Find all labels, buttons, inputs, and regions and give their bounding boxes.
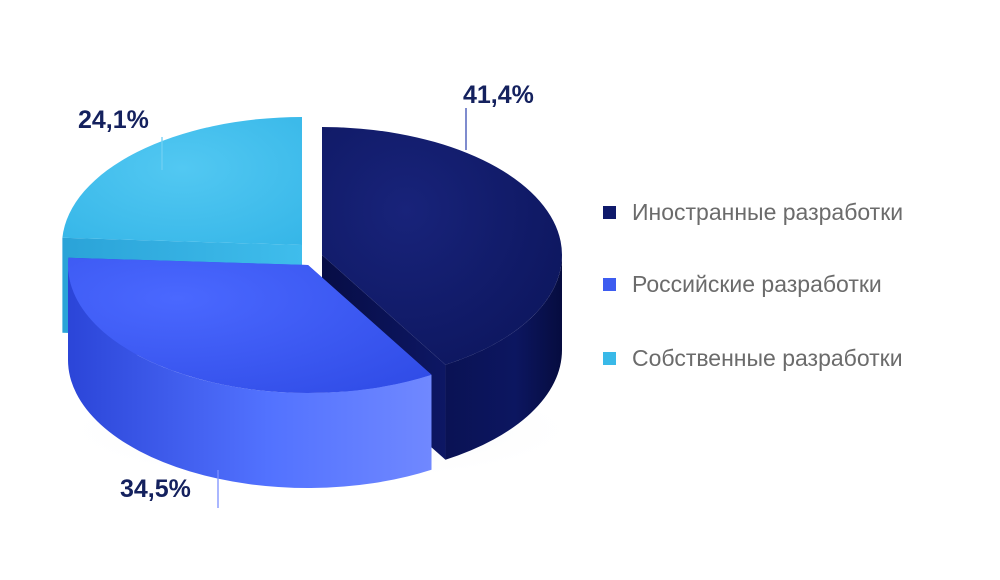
- pie-slice-top-foreign: [322, 127, 562, 365]
- pie-leader-lines: [74, 107, 552, 509]
- value-label-foreign: 41,4%: [463, 81, 534, 109]
- legend-swatch-russian: [603, 277, 616, 291]
- legend-label-own: Собственные разработки: [632, 344, 903, 371]
- value-label-own: 24,1%: [78, 106, 149, 134]
- pie-slice-top-russian: [67, 257, 432, 394]
- pie-slice-russian: [67, 257, 432, 488]
- legend-label-russian: Российские разработки: [632, 270, 882, 297]
- legend-item-russian: Российские разработки: [603, 267, 882, 301]
- legend-label-foreign: Иностранные разработки: [632, 198, 904, 225]
- legend-item-foreign: Иностранные разработки: [603, 195, 903, 229]
- pie-slices: [62, 117, 562, 488]
- pie-value-labels: 41,4% 34,5% 24,1%: [78, 81, 534, 503]
- pie-slice-side-foreign: [445, 255, 562, 460]
- legend-swatch-own: [603, 351, 616, 365]
- pie-slice-side-russian: [68, 265, 432, 488]
- legend-item-own: Собственные разработки: [603, 341, 903, 375]
- legend-swatch-foreign: [603, 205, 616, 219]
- value-label-russian: 34,5%: [120, 475, 191, 503]
- pie-slice-top-own: [62, 117, 302, 245]
